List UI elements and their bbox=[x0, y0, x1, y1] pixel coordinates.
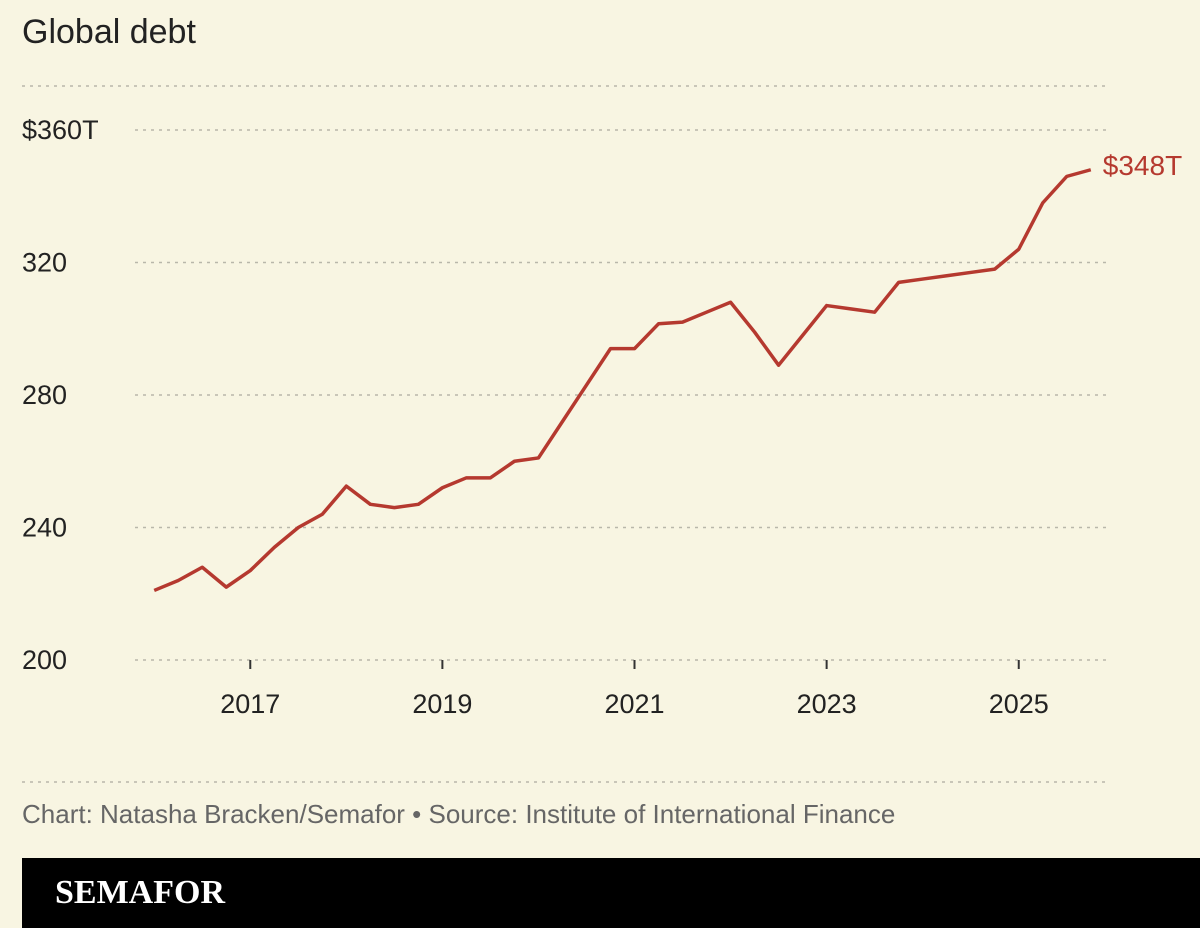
chart-title: Global debt bbox=[22, 13, 196, 51]
y-tick-label: 200 bbox=[22, 645, 67, 675]
brand: SEMAFOR bbox=[55, 874, 225, 911]
y-tick-label: 320 bbox=[22, 248, 67, 278]
x-tick-label: 2017 bbox=[220, 689, 280, 719]
x-tick-label: 2025 bbox=[989, 689, 1049, 719]
data-line bbox=[153, 168, 1092, 593]
value-label: $348T bbox=[1103, 150, 1182, 181]
y-tick-label: $360T bbox=[22, 115, 99, 145]
credit: Chart: Natasha Bracken/Semafor • Source:… bbox=[22, 799, 895, 829]
y-tick-label: 280 bbox=[22, 380, 67, 410]
x-tick-label: 2023 bbox=[797, 689, 857, 719]
y-tick-label: 240 bbox=[22, 513, 67, 543]
footer-bar bbox=[22, 858, 1200, 928]
x-tick-label: 2021 bbox=[604, 689, 664, 719]
x-tick-label: 2019 bbox=[412, 689, 472, 719]
